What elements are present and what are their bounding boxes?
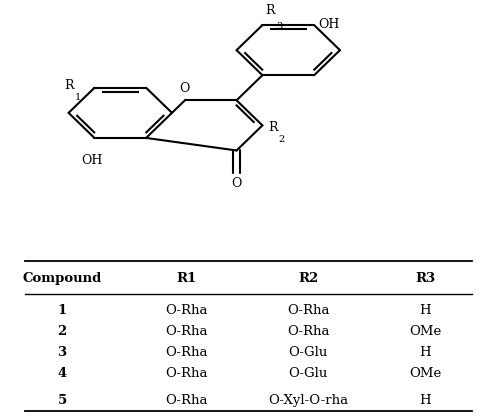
Text: O: O — [232, 177, 242, 190]
Text: O-Rha: O-Rha — [165, 304, 208, 317]
Text: O-Rha: O-Rha — [287, 304, 330, 317]
Text: H: H — [419, 394, 431, 407]
Text: R2: R2 — [298, 272, 318, 285]
Text: OMe: OMe — [409, 325, 441, 338]
Text: 1: 1 — [58, 304, 67, 317]
Text: 4: 4 — [58, 367, 67, 380]
Text: O: O — [180, 82, 190, 95]
Text: 2: 2 — [278, 135, 285, 144]
Text: OMe: OMe — [409, 367, 441, 380]
Text: R1: R1 — [176, 272, 196, 285]
Text: O-Glu: O-Glu — [288, 367, 328, 380]
Text: OH: OH — [318, 18, 339, 31]
Text: R: R — [265, 4, 274, 17]
Text: R3: R3 — [415, 272, 435, 285]
Text: O-Rha: O-Rha — [165, 367, 208, 380]
Text: H: H — [419, 346, 431, 359]
Text: O-Xyl-O-rha: O-Xyl-O-rha — [268, 394, 348, 407]
Text: 3: 3 — [58, 346, 67, 359]
Text: O-Rha: O-Rha — [165, 346, 208, 359]
Text: 3: 3 — [276, 22, 282, 31]
Text: 1: 1 — [75, 93, 81, 102]
Text: OH: OH — [81, 154, 103, 167]
Text: 2: 2 — [58, 325, 67, 338]
Text: O-Rha: O-Rha — [165, 394, 208, 407]
Text: R: R — [64, 79, 74, 92]
Text: Compound: Compound — [22, 272, 102, 285]
Text: H: H — [419, 304, 431, 317]
Text: O-Glu: O-Glu — [288, 346, 328, 359]
Text: O-Rha: O-Rha — [165, 325, 208, 338]
Text: O-Rha: O-Rha — [287, 325, 330, 338]
Text: R: R — [268, 121, 278, 134]
Text: 5: 5 — [58, 394, 67, 407]
